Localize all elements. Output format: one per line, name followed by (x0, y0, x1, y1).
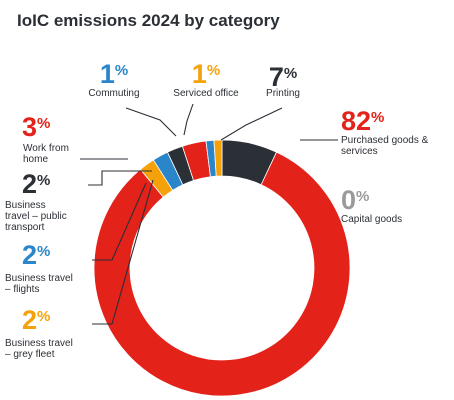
leader-line-business-travel-grey-fleet (92, 179, 154, 325)
category-label-capital-goods: Capital goods (341, 214, 402, 225)
leader-line-printing (220, 107, 283, 141)
value-label-business-travel-grey-fleet: 2% (22, 305, 50, 335)
value-label-serviced-office: 1% (192, 59, 220, 89)
leader-line-business-travel-flights (92, 182, 147, 261)
category-label-business-travel-public-transport: Business travel – public transport (5, 200, 67, 233)
leader-line-business-travel-public-transport (88, 170, 152, 186)
category-label-work-from-home: Work from home (23, 143, 69, 165)
leader-lines (80, 103, 338, 325)
slice-purchased-goods-services (93, 151, 351, 397)
value-label-work-from-home: 3% (22, 112, 50, 142)
slice-serviced-office (213, 139, 223, 177)
category-label-printing: Printing (266, 88, 300, 99)
value-label-business-travel-public-transport: 2% (22, 169, 50, 199)
category-label-business-travel-flights: Business travel – flights (5, 273, 73, 295)
chart-title: IoIC emissions 2024 by category (17, 11, 280, 30)
value-label-business-travel-flights: 2% (22, 240, 50, 270)
category-label-serviced-office: Serviced office (173, 88, 239, 99)
category-label-business-travel-grey-fleet: Business travel – grey fleet (5, 338, 73, 360)
value-label-commuting: 1% (100, 59, 128, 89)
leader-line-commuting (125, 107, 177, 137)
category-label-purchased-goods-services: Purchased goods & services (341, 135, 429, 157)
donut-slices (93, 139, 351, 397)
value-label-capital-goods: 0% (341, 185, 369, 215)
leader-line-serviced-office (183, 103, 194, 136)
value-label-purchased-goods-services: 82% (341, 106, 384, 136)
category-label-commuting: Commuting (88, 88, 139, 99)
